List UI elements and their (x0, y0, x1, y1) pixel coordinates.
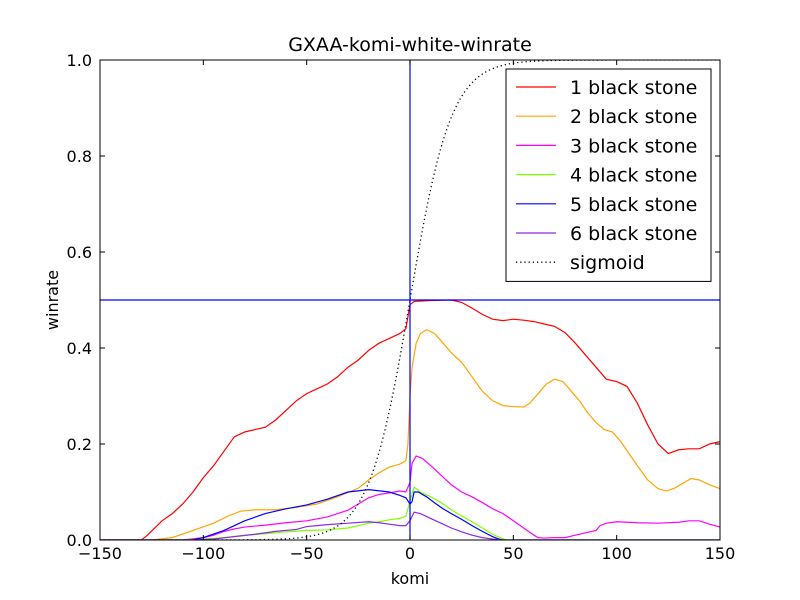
x-tick-label: 150 (705, 544, 736, 563)
y-tick-label: 0.8 (67, 147, 92, 166)
y-tick-label: 0.4 (67, 339, 92, 358)
legend-label: sigmoid (570, 252, 645, 274)
legend: 1 black stone 2 black stone 3 black stone 4… (505, 68, 712, 282)
series-group (100, 60, 720, 540)
legend-label: 5 black stone (570, 194, 697, 216)
series-line-1 (100, 299, 720, 540)
legend-label: 6 black stone (570, 223, 697, 245)
y-tick-label: 1.0 (67, 51, 92, 70)
legend-label: 3 black stone (570, 135, 697, 157)
series-line-3 (100, 455, 720, 540)
legend-label: 2 black stone (570, 106, 697, 128)
x-tick-label: 50 (503, 544, 523, 563)
series-line-2 (100, 329, 720, 540)
legend-label: 4 black stone (570, 165, 697, 187)
x-tick-label: −100 (181, 544, 225, 563)
y-axis-title: winrate (43, 270, 62, 330)
x-tick-label: 0 (405, 544, 415, 563)
x-tick-label: 100 (601, 544, 632, 563)
legend-label: 1 black stone (570, 77, 697, 99)
x-axis-title: komi (391, 569, 430, 588)
x-tick-label: −50 (290, 544, 324, 563)
y-tick-label: 0.2 (67, 435, 92, 454)
series-line-6 (100, 511, 720, 540)
y-tick-label: 0.0 (67, 531, 92, 550)
y-tick-label: 0.6 (67, 243, 92, 262)
x-tick-label: −150 (78, 544, 122, 563)
chart-title: GXAA-komi-white-winrate (288, 34, 532, 56)
